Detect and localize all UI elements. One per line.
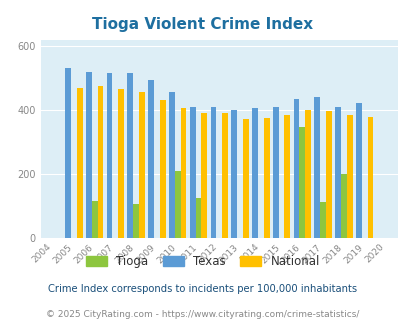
Bar — [92, 201, 97, 238]
Text: © 2025 CityRating.com - https://www.cityrating.com/crime-statistics/: © 2025 CityRating.com - https://www.city… — [46, 310, 359, 319]
Legend: Tioga, Texas, National: Tioga, Texas, National — [81, 250, 324, 273]
Bar — [367, 117, 373, 238]
Bar — [272, 107, 278, 238]
Bar — [201, 113, 207, 238]
Bar — [127, 73, 133, 238]
Bar — [252, 108, 257, 238]
Bar — [340, 174, 346, 238]
Bar — [284, 115, 290, 238]
Bar — [334, 107, 340, 238]
Bar — [325, 112, 331, 238]
Bar — [180, 108, 186, 238]
Bar — [320, 203, 325, 238]
Bar — [133, 204, 139, 238]
Bar — [210, 107, 216, 238]
Bar — [65, 68, 71, 238]
Bar — [355, 104, 361, 238]
Bar — [231, 110, 237, 238]
Bar — [195, 198, 201, 238]
Bar — [139, 92, 145, 238]
Bar — [242, 119, 248, 238]
Bar — [298, 127, 305, 238]
Text: Tioga Violent Crime Index: Tioga Violent Crime Index — [92, 17, 313, 32]
Text: Crime Index corresponds to incidents per 100,000 inhabitants: Crime Index corresponds to incidents per… — [48, 284, 357, 294]
Bar — [263, 118, 269, 238]
Bar — [107, 73, 112, 238]
Bar — [86, 72, 92, 238]
Bar — [346, 115, 352, 238]
Bar — [118, 89, 124, 238]
Bar — [175, 171, 180, 238]
Bar — [160, 100, 165, 238]
Bar — [222, 113, 227, 238]
Bar — [168, 92, 175, 238]
Bar — [148, 80, 153, 238]
Bar — [189, 107, 195, 238]
Bar — [293, 99, 298, 238]
Bar — [77, 87, 82, 238]
Bar — [313, 97, 320, 238]
Bar — [305, 110, 310, 238]
Bar — [97, 86, 103, 238]
